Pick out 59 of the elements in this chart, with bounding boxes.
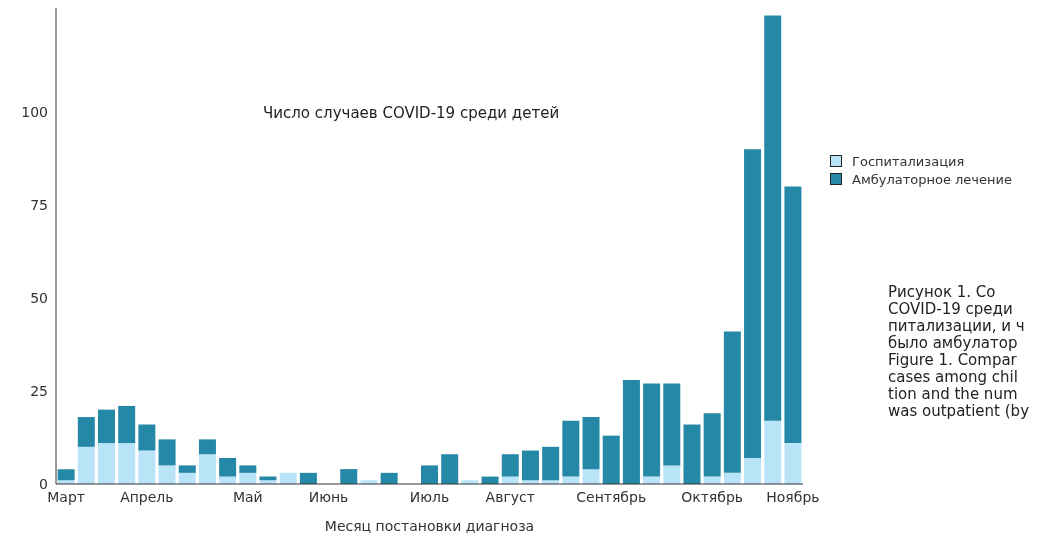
bar [118, 405, 136, 444]
y-tick-label: 75 [30, 197, 48, 214]
x-tick-label: Август [485, 488, 535, 505]
x-tick-label: Июнь [308, 488, 349, 505]
bar [723, 331, 741, 473]
bar [521, 450, 539, 481]
legend-label: Госпитализация [852, 153, 965, 169]
bar [764, 420, 782, 484]
y-tick-label: 25 [30, 383, 48, 399]
bar [663, 465, 681, 484]
x-tick-label: Ноябрь [766, 488, 820, 505]
bar [57, 469, 75, 481]
bar [622, 379, 640, 484]
bar [703, 413, 721, 477]
x-tick-label: Октябрь [681, 488, 744, 505]
bar [542, 446, 560, 481]
bar [158, 465, 176, 484]
bar [77, 446, 95, 484]
bar [97, 409, 115, 444]
bar [744, 149, 762, 458]
y-tick-label: 0 [39, 475, 48, 492]
caption: Figure 1. Compar cases among chil tion and the num was outpatient (by [888, 351, 1030, 420]
text: Рисунок 1. Со COVID-19 среди питализации, и ч было амбулатор [888, 283, 1026, 352]
bar [784, 186, 802, 444]
bar [582, 469, 600, 484]
bar [178, 465, 196, 473]
legend-label: Амбулаторное лечение [852, 171, 1012, 187]
bar [118, 443, 136, 484]
bar [582, 417, 600, 470]
bar [501, 454, 519, 477]
bar [421, 465, 439, 484]
bar [602, 435, 620, 484]
y-tick-label: 100 [21, 104, 48, 121]
bar [340, 469, 358, 484]
bar [744, 457, 762, 484]
bar [441, 454, 459, 484]
bar [643, 383, 661, 477]
x-axis-title: Месяц постановки диагноза [324, 518, 535, 534]
x-tick-label: Июль [409, 488, 450, 505]
y-tick-label: 50 [30, 290, 48, 307]
bar [784, 443, 802, 484]
bar [138, 424, 156, 451]
bar [158, 439, 176, 466]
x-tick-label: Апрель [120, 488, 174, 505]
bar [138, 450, 156, 484]
bar [239, 465, 257, 473]
bar [198, 439, 216, 455]
text: Число случаев COVID-19 среди детей [263, 104, 560, 122]
bar [683, 424, 701, 484]
bar [663, 383, 681, 466]
bar [77, 417, 95, 447]
bar [562, 420, 580, 477]
x-tick-label: Май [232, 488, 263, 505]
bar [97, 443, 115, 484]
x-tick-label: Март [47, 488, 85, 505]
bar [198, 454, 216, 484]
x-tick-label: Сентябрь [576, 488, 647, 505]
bar [219, 457, 237, 477]
bar [764, 15, 782, 421]
